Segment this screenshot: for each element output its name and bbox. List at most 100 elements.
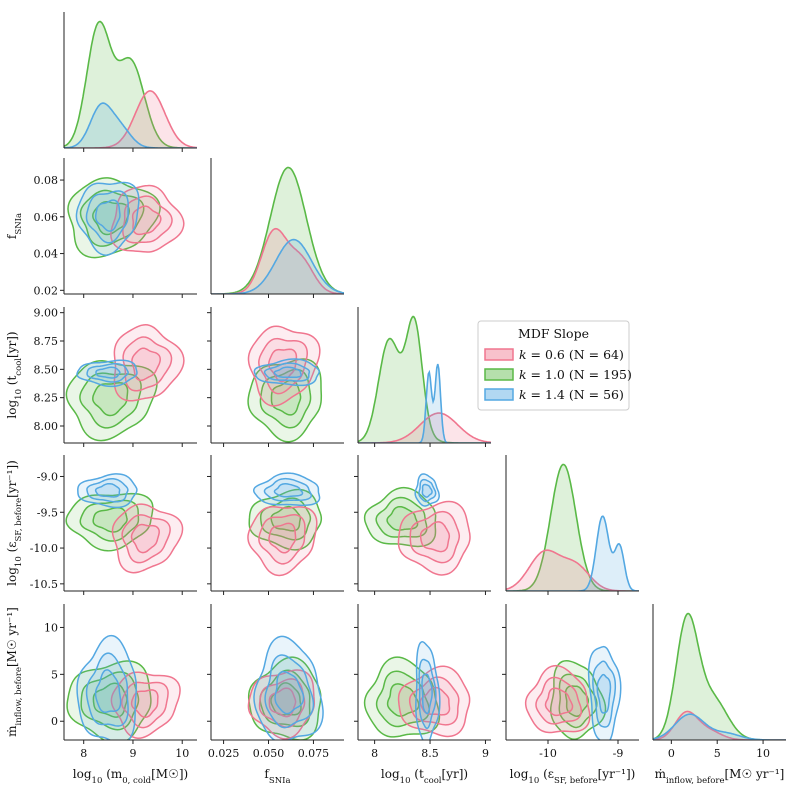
plot-area-4-4 <box>653 612 786 740</box>
x-tick-label: 9 <box>482 747 489 760</box>
contour-k06-level-2 <box>419 521 451 553</box>
plot-area-4-0 <box>66 634 181 740</box>
x-axis-label-3: log10 (εSF, before[yr⁻¹]) <box>510 767 636 786</box>
contour-k10-level-1 <box>80 671 140 731</box>
plot-area-2-0 <box>65 324 185 442</box>
legend-box <box>477 320 630 411</box>
contour-k06-level-2 <box>130 689 159 719</box>
contour-k14-level-1 <box>86 362 129 383</box>
panel-3-2 <box>354 455 491 595</box>
contour-k06-level-1 <box>409 510 461 564</box>
x-tick-label: -10 <box>539 747 557 760</box>
contour-k10-level-1 <box>79 372 142 429</box>
panel-1-0: 0.02 0.04 0.06 0.08 <box>34 158 197 298</box>
y-axis-label-4: ṁinflow, before[M☉ yr⁻¹] <box>5 607 24 737</box>
marginal-line-k06 <box>64 90 197 148</box>
y-tick-label: 8.25 <box>34 392 59 405</box>
y-tick-label: 0.04 <box>34 248 59 261</box>
y-tick-label: -9.5 <box>37 506 58 519</box>
contour-k14-level-2 <box>596 673 612 714</box>
contour-k14-level-2 <box>95 366 121 379</box>
x-axis-label-4: ṁinflow, before[M☉ yr⁻¹] <box>655 767 785 786</box>
y-tick-label: 8.75 <box>34 335 59 348</box>
contour-k14-level-2 <box>94 669 122 713</box>
contour-k06-level-1 <box>121 514 171 564</box>
contour-k14-level-1 <box>264 654 315 729</box>
plot-area-4-1 <box>247 635 324 740</box>
contour-k06-level-2 <box>419 686 451 716</box>
y-tick-label: 9.00 <box>34 307 59 320</box>
y-tick-label: -9.0 <box>37 470 58 483</box>
legend-entry: k = 1.0 (N = 195) <box>519 367 632 382</box>
contour-k14-level-1 <box>592 660 617 728</box>
y-axis-label-1: fSNIa <box>5 213 24 239</box>
panel-2-2 <box>357 307 491 447</box>
x-tick-label: 0.050 <box>253 747 285 760</box>
contour-k06-level-2 <box>544 687 574 717</box>
contour-k14-level-0 <box>75 181 140 256</box>
x-tick-label: 10 <box>756 747 770 760</box>
x-tick-label: 10 <box>175 747 189 760</box>
panel-4-0: 8 9 10 0 5 10 <box>44 604 197 760</box>
y-tick-label: 8.50 <box>34 363 59 376</box>
marginal-fill-k10 <box>506 464 639 591</box>
contour-k14-level-2 <box>421 673 433 715</box>
panel-3-3 <box>505 455 639 595</box>
x-tick-label: 8 <box>80 747 87 760</box>
contour-k10-level-2 <box>92 381 129 417</box>
plot-area-3-1 <box>247 472 323 577</box>
contour-k14-level-2 <box>273 483 304 498</box>
x-tick-label: 9 <box>129 747 136 760</box>
contour-k14-level-2 <box>421 483 433 498</box>
axis-labels: log10 (m0, cold[M☉]) fSNIa log10 (tcool[yr… <box>5 213 784 786</box>
legend-entry: k = 0.6 (N = 64) <box>519 347 624 362</box>
plot-area-1-0 <box>67 177 185 259</box>
panel-1-1 <box>210 158 344 298</box>
x-tick-label: -9 <box>613 747 624 760</box>
plot-area-3-3 <box>506 463 639 591</box>
legend-swatch-k14 <box>484 388 514 401</box>
y-tick-label: 8.00 <box>34 420 59 433</box>
contour-k14-level-2 <box>274 670 305 715</box>
x-tick-label: 0.025 <box>208 747 240 760</box>
contour-k14-level-1 <box>85 652 129 727</box>
panel-0-0 <box>63 12 197 152</box>
plot-area-2-1 <box>247 325 323 443</box>
x-tick-label: 0.075 <box>298 747 330 760</box>
marginal-fill-k06 <box>506 550 639 591</box>
y-tick-label: -10.5 <box>30 578 58 591</box>
legend-swatch-k06 <box>484 348 514 361</box>
marginal-line-k10 <box>211 166 344 294</box>
marginal-fill-k06 <box>653 711 786 740</box>
plot-area-4-2 <box>363 641 471 740</box>
marginal-line-k14 <box>506 515 639 591</box>
panel-4-2: 8 8.5 9 <box>354 604 491 760</box>
contour-k14-level-2 <box>94 199 121 232</box>
contour-k14-level-2 <box>273 366 302 379</box>
marginal-fill-k10 <box>358 316 491 443</box>
contour-k06-level-1 <box>122 195 173 244</box>
contour-k06-level-1 <box>121 681 169 729</box>
marginal-line-k14 <box>358 363 491 443</box>
panel-4-4: 0 5 10 <box>652 604 786 760</box>
contour-k06-level-2 <box>131 205 162 236</box>
panel-3-1 <box>207 455 344 595</box>
contour-k06-level-2 <box>131 347 161 382</box>
contour-k06-level-0 <box>247 506 318 577</box>
x-tick-label: 5 <box>714 747 721 760</box>
marginal-fill-k14 <box>506 516 639 591</box>
y-tick-label: 0 <box>51 715 58 728</box>
legend-title: MDF Slope <box>518 326 589 341</box>
x-axis-label-0: log10 (m0, cold[M☉]) <box>73 767 188 786</box>
contour-k06-level-2 <box>130 523 160 554</box>
legend-swatch-k10 <box>484 368 514 381</box>
plot-area-3-2 <box>363 473 471 576</box>
x-tick-label: 0 <box>668 747 675 760</box>
plot-area-4-3 <box>524 645 622 740</box>
plot-area-3-0 <box>65 473 184 574</box>
contour-k06-level-1 <box>535 676 583 725</box>
marginal-fill-k06 <box>211 228 344 294</box>
marginal-line-k14 <box>64 102 197 148</box>
marginal-fill-k14 <box>211 239 344 294</box>
plot-area-0-0 <box>64 20 197 148</box>
